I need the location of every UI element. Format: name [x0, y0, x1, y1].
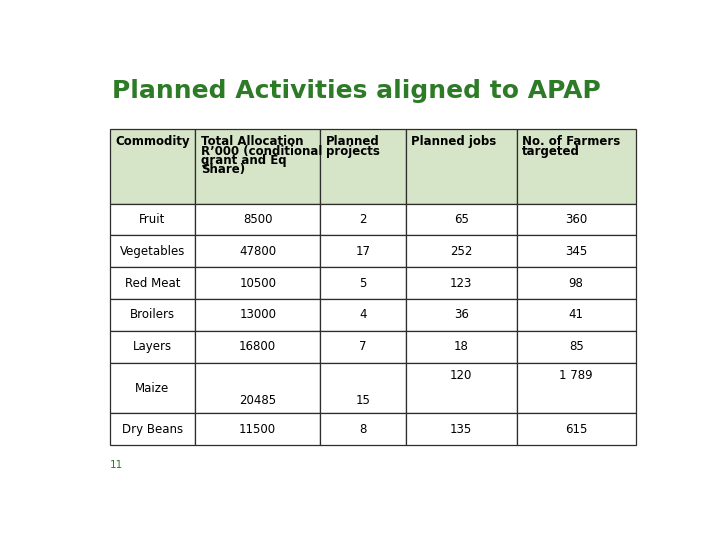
- Text: 8500: 8500: [243, 213, 272, 226]
- Text: projects: projects: [325, 145, 379, 158]
- Text: Red Meat: Red Meat: [125, 276, 180, 289]
- Bar: [517, 129, 636, 204]
- Bar: [406, 267, 517, 299]
- Text: 360: 360: [565, 213, 588, 226]
- Text: 120: 120: [450, 369, 472, 382]
- Bar: [109, 299, 195, 330]
- Text: 98: 98: [569, 276, 584, 289]
- Bar: [406, 299, 517, 330]
- Text: 13000: 13000: [239, 308, 276, 321]
- Bar: [109, 267, 195, 299]
- Bar: [320, 204, 406, 235]
- Bar: [406, 414, 517, 445]
- Text: Layers: Layers: [133, 340, 172, 353]
- Bar: [320, 235, 406, 267]
- Bar: [195, 330, 320, 362]
- Bar: [406, 129, 517, 204]
- Text: 1 789: 1 789: [559, 369, 593, 382]
- Text: 16800: 16800: [239, 340, 276, 353]
- Text: R’000 (conditional: R’000 (conditional: [201, 145, 323, 158]
- Text: 123: 123: [450, 276, 472, 289]
- Text: 85: 85: [569, 340, 583, 353]
- Bar: [320, 299, 406, 330]
- Text: Planned: Planned: [325, 136, 379, 148]
- Text: 11500: 11500: [239, 423, 276, 436]
- Bar: [320, 414, 406, 445]
- Bar: [195, 204, 320, 235]
- Text: 4: 4: [359, 308, 366, 321]
- Text: 7: 7: [359, 340, 366, 353]
- Bar: [195, 362, 320, 414]
- Text: Maize: Maize: [135, 381, 170, 395]
- Bar: [320, 267, 406, 299]
- Text: 252: 252: [450, 245, 472, 258]
- Bar: [517, 204, 636, 235]
- Bar: [195, 299, 320, 330]
- Text: 15: 15: [356, 394, 370, 407]
- Bar: [517, 414, 636, 445]
- Bar: [109, 414, 195, 445]
- Text: 8: 8: [359, 423, 366, 436]
- Bar: [320, 330, 406, 362]
- Bar: [195, 235, 320, 267]
- Text: No. of Farmers: No. of Farmers: [522, 136, 621, 148]
- Text: 17: 17: [356, 245, 370, 258]
- Text: 10500: 10500: [239, 276, 276, 289]
- Bar: [195, 129, 320, 204]
- Bar: [109, 330, 195, 362]
- Bar: [109, 362, 195, 414]
- Bar: [195, 414, 320, 445]
- Bar: [406, 330, 517, 362]
- Text: Commodity: Commodity: [115, 136, 190, 148]
- Text: 18: 18: [454, 340, 469, 353]
- Bar: [109, 204, 195, 235]
- Bar: [406, 235, 517, 267]
- Bar: [320, 129, 406, 204]
- Bar: [406, 204, 517, 235]
- Text: 2: 2: [359, 213, 366, 226]
- Text: 47800: 47800: [239, 245, 276, 258]
- Text: Dry Beans: Dry Beans: [122, 423, 183, 436]
- Bar: [320, 362, 406, 414]
- Bar: [517, 267, 636, 299]
- Text: Fruit: Fruit: [139, 213, 166, 226]
- Text: 5: 5: [359, 276, 366, 289]
- Bar: [109, 129, 195, 204]
- Text: Planned jobs: Planned jobs: [411, 136, 497, 148]
- Text: 20485: 20485: [239, 394, 276, 407]
- Text: Broilers: Broilers: [130, 308, 175, 321]
- Text: 11: 11: [109, 460, 123, 470]
- Bar: [517, 299, 636, 330]
- Text: 65: 65: [454, 213, 469, 226]
- Text: 345: 345: [565, 245, 588, 258]
- Text: 41: 41: [569, 308, 584, 321]
- Text: Share): Share): [201, 163, 245, 176]
- Text: 36: 36: [454, 308, 469, 321]
- Text: targeted: targeted: [522, 145, 580, 158]
- Bar: [406, 362, 517, 414]
- Text: Vegetables: Vegetables: [120, 245, 185, 258]
- Text: 615: 615: [565, 423, 588, 436]
- Text: Planned Activities aligned to APAP: Planned Activities aligned to APAP: [112, 79, 601, 103]
- Text: Total Allocation: Total Allocation: [201, 136, 303, 148]
- Bar: [517, 362, 636, 414]
- Text: 135: 135: [450, 423, 472, 436]
- Text: grant and Eq: grant and Eq: [201, 154, 287, 167]
- Bar: [109, 235, 195, 267]
- Bar: [517, 235, 636, 267]
- Bar: [195, 267, 320, 299]
- Bar: [517, 330, 636, 362]
